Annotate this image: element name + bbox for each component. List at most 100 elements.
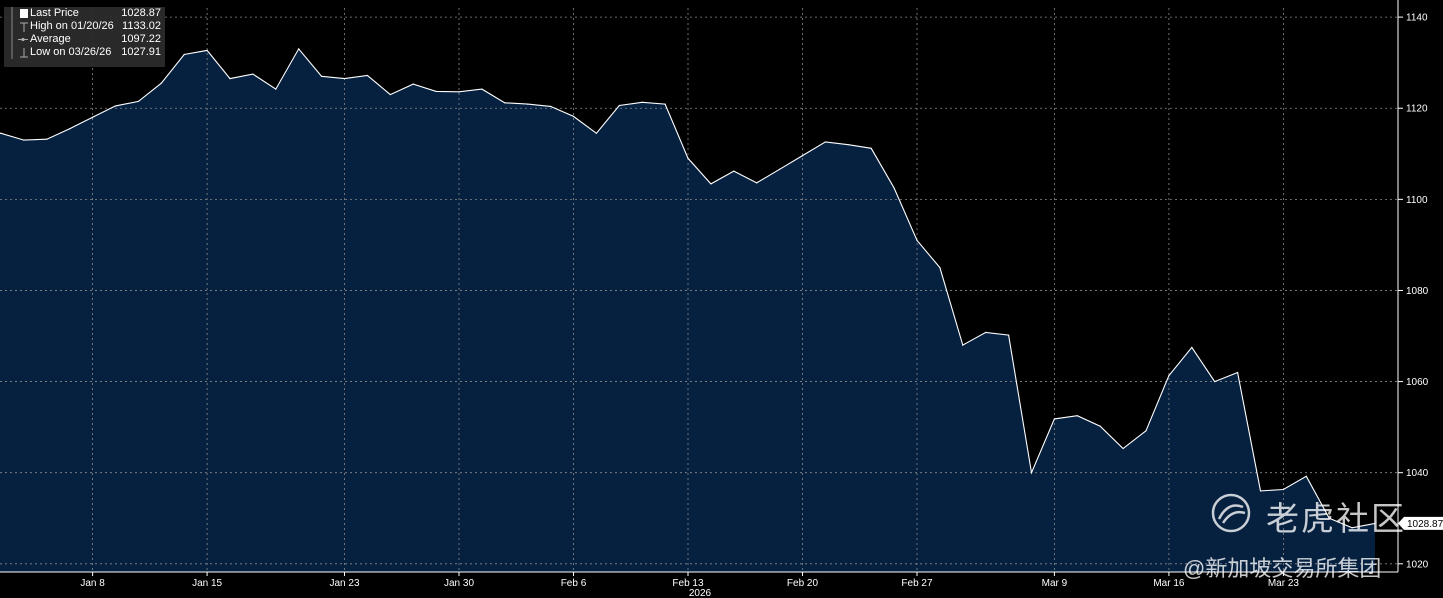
data-point xyxy=(412,83,414,85)
data-point xyxy=(229,78,231,80)
data-point xyxy=(321,75,323,77)
x-tick-label: Mar 23 xyxy=(1268,578,1300,589)
area-fill xyxy=(0,48,1375,572)
data-point xyxy=(595,132,598,134)
legend-last-value: 1028.87 xyxy=(121,7,161,19)
data-point xyxy=(160,82,162,84)
y-tick-label: 1040 xyxy=(1406,468,1429,479)
data-point xyxy=(1374,522,1376,524)
low-marker-icon xyxy=(11,46,28,59)
last-price-swatch-icon xyxy=(11,7,28,20)
x-year-label: 2026 xyxy=(689,588,712,598)
data-point xyxy=(893,187,895,189)
data-point xyxy=(343,78,346,80)
y-tick-label: 1120 xyxy=(1406,104,1428,115)
data-point xyxy=(252,73,254,75)
y-tick-label: 1020 xyxy=(1406,559,1429,570)
data-point xyxy=(779,168,781,170)
data-point xyxy=(824,141,827,143)
high-marker-icon xyxy=(11,20,28,33)
grid-lines xyxy=(0,8,1398,572)
legend-average: Average 1097.22 xyxy=(4,33,165,46)
data-point xyxy=(985,331,987,333)
legend-high-label: High on 01/20/26 xyxy=(30,20,114,32)
data-point xyxy=(1168,375,1170,377)
y-tick-label: 1100 xyxy=(1406,195,1428,206)
data-point xyxy=(1328,517,1330,519)
legend-low: Low on 03/26/26 1027.91 xyxy=(4,46,165,59)
data-point xyxy=(458,91,460,93)
data-point xyxy=(114,105,117,107)
data-point xyxy=(389,93,391,96)
data-point xyxy=(962,344,964,346)
plot-area xyxy=(0,48,1375,572)
legend-high: High on 01/20/26 1133.02 xyxy=(4,20,165,33)
series-line-group xyxy=(0,47,1376,529)
legend-last-price: Last Price 1028.87 xyxy=(4,7,165,20)
y-tick-label: 1140 xyxy=(1406,13,1428,24)
data-point xyxy=(366,74,368,77)
chart-legend: Last Price 1028.87 High on 01/20/26 1133… xyxy=(4,7,165,67)
x-tick-label: Feb 6 xyxy=(561,578,587,589)
data-point xyxy=(847,144,849,146)
data-point xyxy=(572,115,575,118)
data-point xyxy=(710,183,712,185)
data-point xyxy=(641,101,643,103)
x-tick-label: Jan 23 xyxy=(329,578,359,589)
x-tick-label: Feb 20 xyxy=(787,578,819,589)
data-point xyxy=(939,267,941,269)
data-point xyxy=(870,147,872,149)
data-point xyxy=(756,182,758,184)
data-point xyxy=(801,155,804,157)
data-point xyxy=(1259,490,1262,492)
x-tick-label: Jan 8 xyxy=(80,578,105,589)
legend-low-label: Low on 03/26/26 xyxy=(30,46,112,58)
average-marker-icon xyxy=(11,33,28,46)
data-point xyxy=(1191,346,1193,349)
data-point xyxy=(1214,380,1216,383)
x-tick-label: Jan 30 xyxy=(444,578,474,589)
tiger-logo-icon xyxy=(1211,493,1251,533)
legend-low-value: 1027.91 xyxy=(121,46,161,58)
data-point xyxy=(527,103,529,105)
data-point xyxy=(1008,334,1010,336)
data-point xyxy=(69,128,71,130)
data-point xyxy=(1351,527,1353,529)
legend-high-value: 1133.02 xyxy=(122,20,161,32)
data-point xyxy=(916,239,918,241)
data-point xyxy=(206,49,208,51)
data-point xyxy=(92,116,94,118)
legend-average-value: 1097.22 xyxy=(121,33,161,45)
x-tick-label: Mar 9 xyxy=(1042,578,1068,589)
data-point xyxy=(550,105,552,108)
data-point xyxy=(481,88,483,90)
data-point xyxy=(1282,488,1284,491)
y-tick-label: 1080 xyxy=(1406,286,1429,297)
data-point xyxy=(504,102,506,104)
legend-last-label: Last Price xyxy=(30,7,79,19)
data-point xyxy=(435,90,437,92)
data-point xyxy=(664,103,666,105)
data-point xyxy=(46,138,48,140)
data-point xyxy=(137,100,139,102)
x-tick-label: Jan 15 xyxy=(192,578,222,589)
data-point xyxy=(275,88,277,90)
data-point xyxy=(1030,472,1033,474)
data-point xyxy=(183,53,185,56)
data-point xyxy=(1145,430,1147,432)
last-price-tag xyxy=(1398,516,1443,530)
price-line xyxy=(0,47,1376,529)
data-point xyxy=(1076,415,1078,417)
data-point xyxy=(1237,371,1239,374)
data-point xyxy=(298,48,300,50)
data-point xyxy=(1053,418,1055,420)
data-point xyxy=(618,104,620,107)
legend-average-label: Average xyxy=(30,33,71,45)
data-point xyxy=(1099,425,1101,427)
y-tick-label: 1060 xyxy=(1406,377,1429,388)
data-point xyxy=(1122,447,1124,450)
data-point xyxy=(1305,475,1307,477)
x-tick-label: Mar 16 xyxy=(1153,578,1185,589)
